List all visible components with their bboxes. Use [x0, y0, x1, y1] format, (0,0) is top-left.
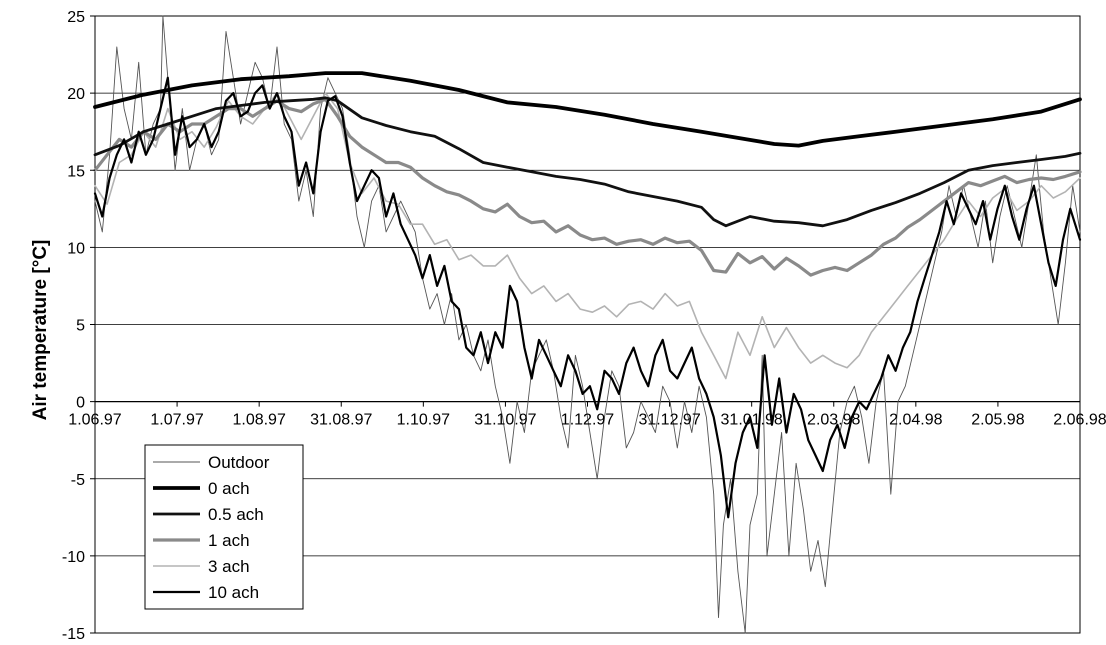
x-tick-label: 1.10.97: [397, 412, 450, 429]
y-tick-label: -15: [62, 626, 85, 643]
series-line-10-ach: [93, 76, 1082, 519]
x-tick-label: 31.08.97: [310, 412, 372, 429]
y-tick-label: 15: [67, 163, 85, 180]
y-tick-label: -5: [71, 472, 85, 489]
y-tick-label: 20: [67, 86, 85, 103]
y-tick-label: 10: [67, 240, 85, 257]
x-tick-label: 1.07.97: [150, 412, 203, 429]
x-tick-label: 2.05.98: [971, 412, 1024, 429]
series-line-outdoor: [94, 15, 1081, 634]
series-layer: [93, 15, 1082, 634]
axis-layer: -15 -10 -5 0 5 10 15 20 25 1.06.97 1.07.97 1.08.97 3…: [62, 9, 1106, 643]
x-tick-label: 31.12.97: [638, 412, 700, 429]
x-tick-label: 2.04.98: [889, 412, 942, 429]
x-tick-label: 1.06.97: [68, 412, 121, 429]
y-tick-label: 0: [76, 395, 85, 412]
legend-box: [144, 444, 304, 610]
series-line-0-ach: [93, 71, 1082, 148]
series-line-0-5-ach: [93, 96, 1082, 228]
x-tick-label: 1.08.97: [232, 412, 285, 429]
legend-label: 0 ach: [208, 479, 250, 498]
y-tick-label: -10: [62, 549, 85, 566]
legend: Outdoor 0 ach 0.5 ach 1 ach 3 ach 10 ach: [144, 444, 304, 610]
x-tick-label: 1.12.97: [561, 412, 614, 429]
x-tick-label: 2.03.98: [807, 412, 860, 429]
legend-label: 1 ach: [208, 531, 250, 550]
y-tick-label: 5: [76, 318, 85, 335]
x-tick-label: 31.10.97: [474, 412, 536, 429]
x-tick-label: 2.06.98: [1053, 412, 1106, 429]
y-tick-label: 25: [67, 9, 85, 26]
series-line-1-ach: [93, 97, 1082, 277]
legend-label: 0.5 ach: [208, 505, 264, 524]
legend-label: 3 ach: [208, 557, 250, 576]
legend-label: Outdoor: [208, 453, 270, 472]
x-tick-label: 31.01.98: [721, 412, 783, 429]
series-line-3-ach: [94, 92, 1081, 380]
y-axis-label: Air temperature [°C]: [30, 240, 51, 421]
legend-label: 10 ach: [208, 583, 259, 602]
